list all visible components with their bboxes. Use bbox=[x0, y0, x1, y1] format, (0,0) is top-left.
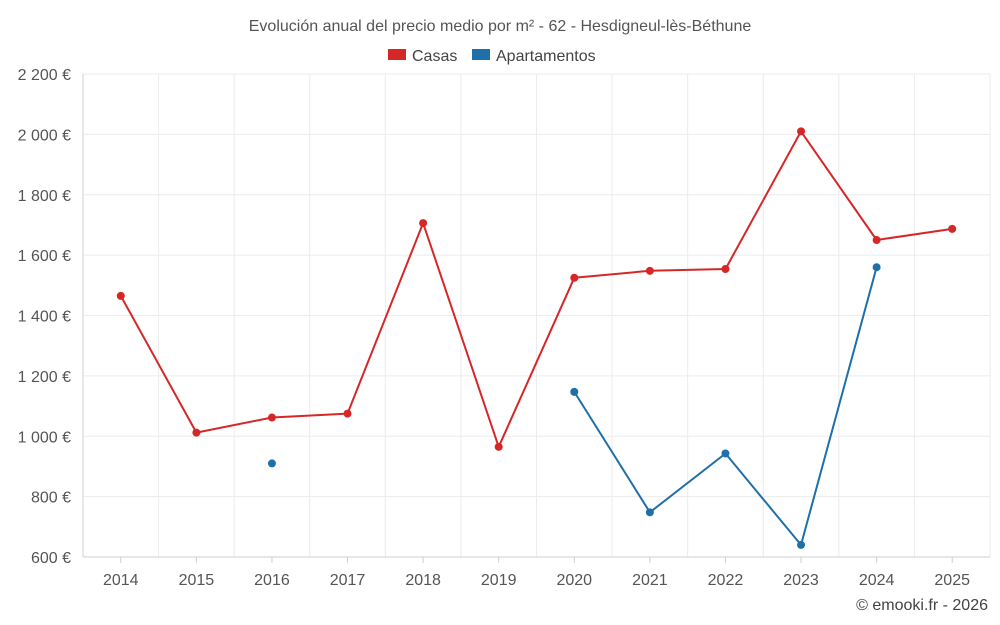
series-line-casas bbox=[119, 130, 953, 448]
legend-label-apartamentos: Apartamentos bbox=[496, 48, 596, 65]
data-point-casas bbox=[645, 266, 654, 275]
x-tick-label: 2015 bbox=[179, 572, 215, 589]
data-point-casas bbox=[797, 127, 806, 136]
y-tick-label: 1 600 € bbox=[18, 248, 71, 265]
x-tick-label: 2020 bbox=[556, 572, 592, 589]
data-point-apartamentos bbox=[267, 459, 276, 468]
data-point-casas bbox=[116, 291, 125, 300]
y-tick-label: 1 800 € bbox=[18, 188, 71, 205]
series-layer bbox=[116, 127, 957, 549]
data-point-casas bbox=[872, 236, 881, 245]
grid bbox=[82, 73, 991, 558]
x-tick-label: 2024 bbox=[859, 572, 895, 589]
chart-title: Evolución anual del precio medio por m² … bbox=[249, 18, 752, 35]
y-tick-label: 600 € bbox=[31, 550, 71, 567]
x-tick-label: 2016 bbox=[254, 572, 290, 589]
x-tick-label: 2023 bbox=[783, 572, 819, 589]
legend-label-casas: Casas bbox=[412, 48, 457, 65]
y-tick-label: 2 200 € bbox=[18, 67, 71, 84]
y-tick-label: 1 400 € bbox=[18, 309, 71, 326]
legend: Casas Apartamentos bbox=[388, 48, 596, 65]
data-point-casas bbox=[721, 265, 730, 274]
data-point-casas bbox=[343, 409, 352, 418]
data-point-apartamentos bbox=[797, 540, 806, 549]
legend-swatch-casas bbox=[388, 49, 406, 60]
x-tick-label: 2021 bbox=[632, 572, 668, 589]
data-point-casas bbox=[570, 273, 579, 282]
data-point-casas bbox=[419, 219, 428, 228]
axes: 600 € 800 € 1 000 € 1 200 € 1 400 € 1 600 € 1 … bbox=[18, 67, 990, 589]
credit-text: © emooki.fr - 2026 bbox=[856, 597, 988, 614]
data-point-apartamentos bbox=[570, 387, 579, 396]
data-point-apartamentos bbox=[721, 449, 730, 458]
data-point-casas bbox=[192, 428, 201, 437]
y-tick-label: 2 000 € bbox=[18, 127, 71, 144]
data-point-apartamentos bbox=[872, 263, 881, 272]
legend-swatch-apartamentos bbox=[472, 49, 490, 60]
x-tick-label: 2018 bbox=[405, 572, 441, 589]
y-tick-label: 1 000 € bbox=[18, 429, 71, 446]
x-tick-label: 2017 bbox=[330, 572, 366, 589]
series-line-apartamentos bbox=[573, 266, 878, 546]
data-point-apartamentos bbox=[645, 508, 654, 517]
x-tick-label: 2025 bbox=[934, 572, 970, 589]
series-casas bbox=[116, 127, 957, 451]
y-tick-label: 1 200 € bbox=[18, 369, 71, 386]
x-tick-label: 2022 bbox=[708, 572, 744, 589]
series-apartamentos bbox=[267, 263, 881, 549]
x-tick-label: 2014 bbox=[103, 572, 139, 589]
data-point-casas bbox=[267, 413, 276, 422]
data-point-casas bbox=[494, 442, 503, 451]
y-tick-label: 800 € bbox=[31, 490, 71, 507]
x-tick-label: 2019 bbox=[481, 572, 517, 589]
data-point-casas bbox=[948, 224, 957, 233]
